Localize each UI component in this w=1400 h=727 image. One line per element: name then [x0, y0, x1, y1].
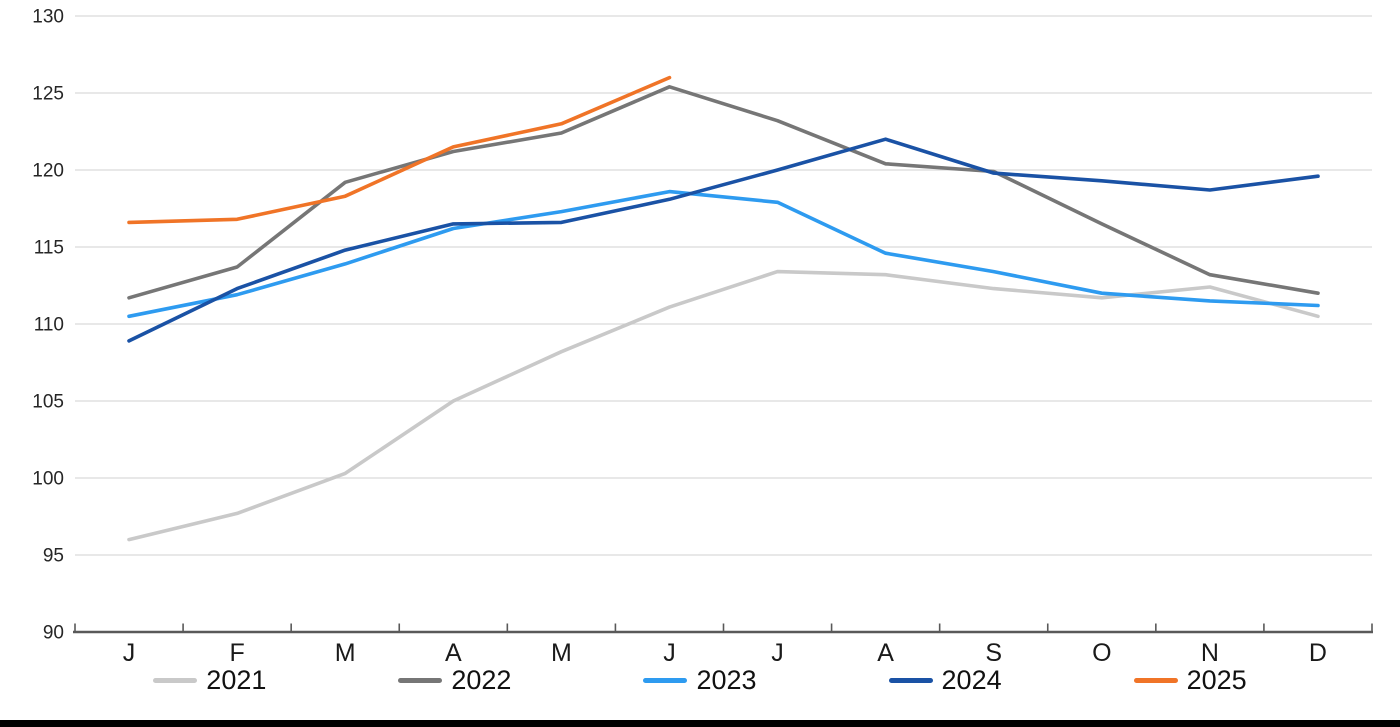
x-axis-label: O: [1092, 639, 1111, 667]
legend-item-2024[interactable]: 2024: [888, 665, 1002, 695]
legend-label-2022: 2022: [451, 665, 512, 695]
legend-item-2021[interactable]: 2021: [153, 667, 266, 694]
legend-swatch-2021: [153, 678, 198, 683]
y-axis-label: 105: [32, 392, 64, 413]
x-axis-label: J: [663, 639, 676, 667]
x-axis-label: J: [771, 639, 784, 667]
y-axis-label: 125: [32, 84, 64, 105]
series-line-2025[interactable]: [127, 75, 672, 225]
series-line-2023[interactable]: [127, 189, 1320, 319]
y-axis-label: 130: [32, 7, 64, 28]
legend-swatch-2025: [1133, 678, 1178, 683]
legend-label-2025: 2025: [1186, 665, 1247, 695]
legend-label-2021: 2021: [206, 665, 267, 695]
chart-legend: 2021 2022 2023 2024 2025: [0, 667, 1400, 694]
series-line-2021[interactable]: [127, 269, 1320, 542]
x-axis-label: M: [551, 639, 572, 667]
x-axis-label: J: [123, 639, 136, 667]
legend-item-2023[interactable]: 2023: [643, 665, 757, 695]
y-axis-label: 115: [34, 238, 64, 259]
x-axis-label: S: [985, 639, 1002, 667]
legend-label-2023: 2023: [696, 665, 757, 695]
legend-item-2022[interactable]: 2022: [398, 667, 511, 694]
legend-item-2025[interactable]: 2025: [1133, 665, 1247, 695]
legend-swatch-2024: [888, 678, 933, 683]
x-axis-label: N: [1201, 639, 1219, 667]
series-line-2022[interactable]: [127, 85, 1320, 300]
y-axis-label: 110: [34, 315, 64, 336]
series-line-2024[interactable]: [127, 137, 1320, 343]
x-axis-label: A: [445, 639, 462, 667]
y-axis-label: 95: [43, 546, 64, 567]
x-axis-label: A: [877, 639, 894, 667]
legend-swatch-2023: [643, 678, 688, 683]
legend-label-2024: 2024: [941, 665, 1002, 695]
y-axis-label: 90: [43, 623, 64, 644]
x-axis-label: F: [229, 639, 244, 667]
x-axis-label: M: [335, 639, 356, 667]
y-axis-label: 120: [32, 161, 64, 182]
x-axis-label: D: [1309, 639, 1327, 667]
bottom-border-bar: [0, 720, 1400, 727]
legend-swatch-2022: [398, 678, 443, 683]
y-axis-label: 100: [32, 469, 64, 490]
